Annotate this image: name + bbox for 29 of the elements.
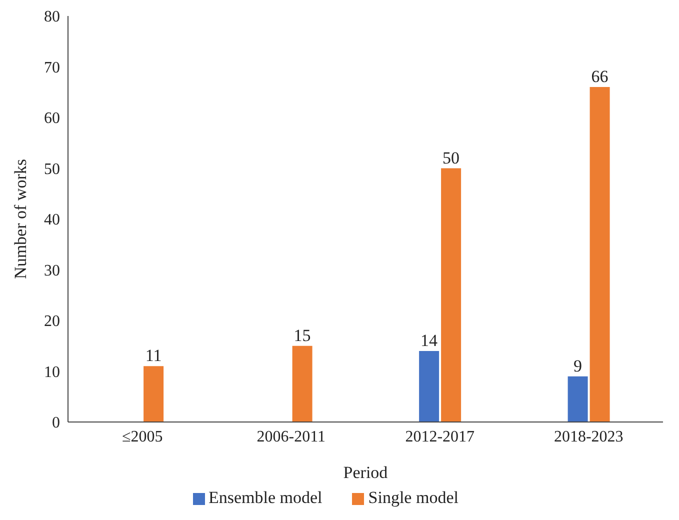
bar	[419, 350, 440, 422]
bar	[568, 376, 588, 422]
y-axis-title: Number of works	[11, 159, 30, 279]
y-tick-label: 0	[52, 414, 60, 432]
data-label: 15	[294, 326, 311, 345]
legend-label: Single model	[368, 488, 458, 507]
y-tick-label: 80	[44, 8, 60, 26]
y-tick-label: 10	[44, 364, 60, 381]
x-tick-label: 2018-2023	[554, 428, 624, 446]
data-label: 14	[420, 330, 438, 350]
y-tick-label: 20	[44, 313, 60, 330]
bar	[292, 346, 312, 422]
data-label: 9	[574, 356, 582, 376]
x-tick-label: 2006-2011	[256, 428, 326, 446]
data-label: 50	[442, 148, 460, 168]
y-tick-label: 50	[44, 160, 60, 178]
data-label: 66	[591, 67, 608, 86]
bar	[144, 366, 164, 422]
legend-label: Ensemble model	[208, 488, 322, 507]
y-tick-label: 70	[44, 59, 60, 76]
bar	[441, 168, 462, 422]
y-tick-label: 40	[44, 212, 60, 229]
x-tick-label: 2012-2017	[405, 428, 475, 446]
data-label: 11	[145, 346, 162, 366]
bar	[590, 87, 610, 422]
x-axis-title: Period	[343, 463, 388, 482]
y-tick-label: 30	[44, 262, 60, 280]
y-tick-label: 60	[44, 110, 60, 128]
x-tick-label: ≤2005	[122, 428, 163, 446]
